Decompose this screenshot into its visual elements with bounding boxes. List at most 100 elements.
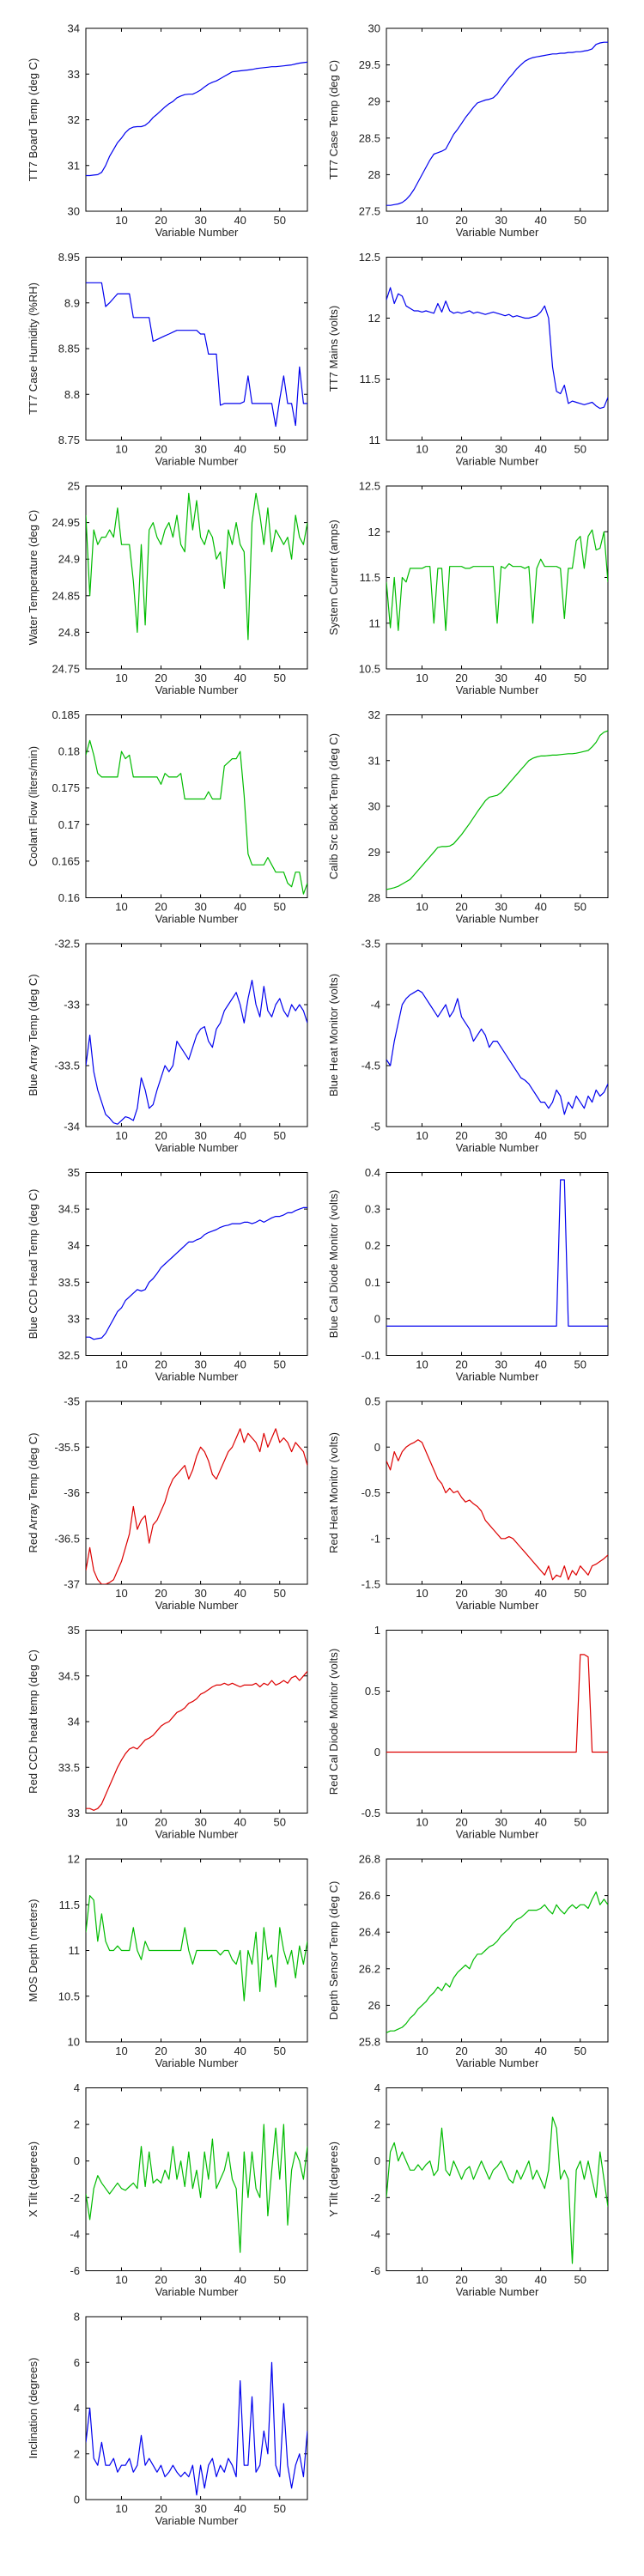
y-tick-label: -0.1 [361, 1349, 380, 1362]
y-axis-label: Y Tilt (degrees) [327, 2142, 340, 2217]
x-tick-label: 30 [495, 1358, 507, 1371]
x-tick-label: 20 [455, 1587, 467, 1600]
y-tick-label: 8.9 [64, 296, 80, 309]
y-tick-label: 1 [374, 1624, 380, 1637]
x-tick-label: 10 [115, 2502, 127, 2515]
y-tick-label: 26.6 [359, 1889, 380, 1902]
x-tick-label: 40 [534, 1358, 546, 1371]
x-axis-label: Variable Number [155, 1599, 239, 1612]
y-axis-label: System Current (amps) [327, 519, 340, 635]
x-tick-label: 50 [274, 214, 286, 227]
y-tick-label: 8.95 [58, 251, 80, 264]
x-tick-label: 10 [416, 443, 428, 456]
plot-frame [386, 1172, 609, 1356]
y-tick-label: 0.175 [52, 781, 80, 794]
y-tick-label: 24.8 [58, 626, 80, 639]
y-tick-label: 0.18 [58, 745, 80, 758]
series-line [86, 282, 307, 428]
y-tick-label: 2 [74, 2118, 80, 2131]
y-tick-label: -34 [64, 1121, 80, 1133]
plot-frame [85, 1630, 308, 1814]
plot-frame [386, 27, 609, 212]
y-tick-label: 28 [368, 891, 380, 904]
plot-frame [386, 1630, 609, 1814]
series-line [86, 739, 307, 895]
y-tick-label: 32 [368, 708, 380, 721]
y-tick-label: 0 [374, 1312, 380, 1325]
x-tick-label: 20 [155, 214, 167, 227]
x-tick-label: 10 [115, 1587, 127, 1600]
y-tick-label: -3.5 [361, 938, 380, 951]
y-tick-label: -4 [370, 2227, 380, 2240]
x-axis-label: Variable Number [456, 2057, 539, 2069]
x-tick-label: 40 [534, 2274, 546, 2287]
x-tick-label: 20 [155, 1816, 167, 1829]
x-tick-label: 10 [416, 901, 428, 914]
x-tick-label: 40 [534, 1129, 546, 1142]
y-tick-label: 34 [68, 1239, 80, 1252]
y-tick-label: -4 [70, 2227, 80, 2240]
y-tick-label: 29.5 [359, 58, 380, 71]
y-tick-label: -35.5 [54, 1441, 80, 1454]
x-tick-label: 40 [234, 901, 246, 914]
y-axis-label: Blue Heat Monitor (volts) [327, 974, 340, 1097]
series-line [86, 1671, 307, 1811]
chart-panel: 10 20 30 40 50 10.5 11 11.5 12 12.5 Variable Numbe… [327, 480, 609, 696]
y-tick-label: 28 [368, 168, 380, 181]
chart-panel: 10 20 30 40 50 -6 -4 -2 0 2 4 Variable Number Y Tilt… [327, 2081, 609, 2299]
x-tick-label: 10 [115, 443, 127, 456]
y-tick-label: 10.5 [58, 1990, 80, 2002]
y-tick-label: 8.8 [64, 388, 80, 401]
y-tick-label: 0.4 [365, 1166, 380, 1179]
x-tick-label: 30 [194, 443, 206, 456]
x-tick-label: 10 [416, 671, 428, 684]
x-tick-label: 20 [455, 214, 467, 227]
plot-frame [85, 943, 308, 1127]
x-tick-label: 40 [534, 2044, 546, 2057]
y-tick-label: 26.2 [359, 1962, 380, 1975]
y-tick-label: 6 [74, 2356, 80, 2369]
x-tick-label: 40 [234, 1358, 246, 1371]
y-tick-label: 0.2 [365, 1239, 380, 1252]
y-tick-label: 33.5 [58, 1276, 80, 1289]
y-tick-label: 8.75 [58, 434, 80, 447]
series-line [86, 1895, 307, 2002]
x-tick-label: 10 [115, 1358, 127, 1371]
x-tick-label: 50 [574, 1587, 586, 1600]
chart-panel: 10 20 30 40 50 -0.5 0 0.5 1 Variable Number Red Ca… [327, 1624, 609, 1841]
x-tick-label: 10 [416, 1129, 428, 1142]
plot-frame [386, 485, 609, 670]
y-tick-label: 35 [68, 1624, 80, 1637]
y-tick-label: 8 [74, 2311, 80, 2324]
y-tick-label: 29 [368, 846, 380, 859]
x-tick-label: 50 [274, 2274, 286, 2287]
x-tick-label: 10 [416, 2044, 428, 2057]
x-axis-label: Variable Number [456, 455, 539, 468]
x-tick-label: 30 [495, 443, 507, 456]
x-tick-label: 20 [155, 2502, 167, 2515]
x-axis-label: Variable Number [456, 1141, 539, 1154]
y-tick-label: 11 [369, 434, 381, 447]
chart-panel: 10 20 30 40 50 24.75 24.8 24.85 24.9 24.95 25 Varia… [27, 480, 308, 696]
y-tick-label: 32 [68, 113, 80, 126]
x-tick-label: 10 [416, 2274, 428, 2287]
x-tick-label: 40 [234, 2274, 246, 2287]
x-tick-label: 30 [495, 2044, 507, 2057]
y-tick-label: 0 [74, 2154, 80, 2167]
y-tick-label: -6 [370, 2264, 380, 2277]
y-tick-label: 27.5 [359, 205, 380, 218]
plot-frame [85, 714, 308, 898]
y-tick-label: 10.5 [359, 663, 380, 676]
x-tick-label: 50 [274, 1816, 286, 1829]
x-tick-label: 30 [495, 2274, 507, 2287]
y-tick-label: 0 [374, 1746, 380, 1759]
y-tick-label: 34.5 [58, 1669, 80, 1682]
x-axis-label: Variable Number [155, 455, 239, 468]
y-tick-label: 31 [368, 754, 380, 767]
y-axis-label: X Tilt (degrees) [27, 2142, 39, 2217]
x-axis-label: Variable Number [155, 1141, 239, 1154]
chart-panel: 10 20 30 40 50 28 29 30 31 32 Variable Number Calib… [327, 708, 609, 926]
y-tick-label: 34 [68, 1716, 80, 1728]
y-tick-label: 11 [369, 617, 381, 629]
x-tick-label: 40 [534, 443, 546, 456]
